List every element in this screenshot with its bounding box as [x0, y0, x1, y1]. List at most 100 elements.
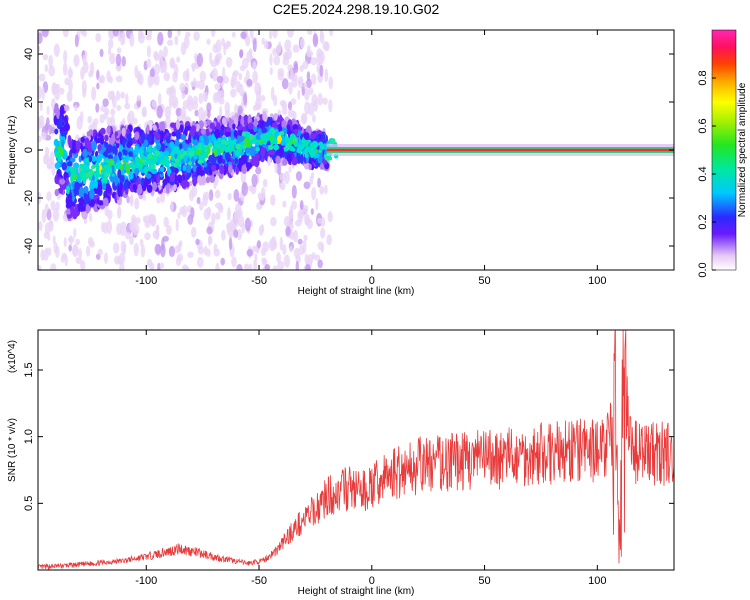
snr-x-tick-label: 50: [478, 575, 490, 587]
heatmap-noise-cell: [112, 242, 120, 254]
heatmap-noise-cell: [305, 78, 312, 89]
heatmap-cell: [259, 122, 264, 130]
heatmap-noise-cell: [130, 194, 134, 207]
heatmap-noise-cell: [287, 101, 293, 111]
heatmap-cell: [64, 119, 69, 128]
heatmap-noise-cell: [46, 105, 50, 116]
heatmap-noise-cell: [289, 231, 296, 240]
heatmap-cell: [253, 118, 258, 125]
heatmap-noise-cell: [317, 177, 321, 188]
heatmap-noise-cell: [247, 185, 255, 192]
heatmap-noise-cell: [310, 208, 314, 215]
heatmap-cell: [89, 180, 96, 190]
heatmap-cell: [95, 161, 99, 168]
heatmap-peak-cell: [288, 145, 294, 152]
heatmap-noise-cell: [208, 189, 214, 202]
heatmap-noise-cell: [93, 118, 99, 126]
heatmap-cell: [159, 121, 166, 131]
heatmap-noise-cell: [82, 30, 87, 37]
heatmap-cell: [198, 120, 204, 130]
heatmap-peak-cell: [250, 139, 255, 144]
heatmap-noise-cell: [64, 77, 70, 86]
heatmap-cell: [220, 124, 225, 131]
heatmap-noise-cell: [88, 213, 93, 222]
heatmap-noise-cell: [324, 184, 328, 195]
heatmap-noise-cell: [59, 87, 65, 95]
heatmap-cell: [205, 176, 210, 184]
main-title: C2E5.2024.298.19.10.G02: [273, 1, 440, 17]
heatmap-noise-cell: [109, 52, 116, 65]
heatmap-noise-cell: [149, 68, 156, 78]
heatmap-noise-cell: [74, 104, 78, 112]
heatmap-cell: [171, 131, 178, 137]
heatmap-noise-cell: [188, 189, 195, 202]
snr-y-ticks: 0.5 1.0 1.5: [23, 362, 674, 511]
heatmap-noise-cell: [50, 263, 57, 270]
heatmap-noise-cell: [191, 64, 196, 73]
heatmap-peak-cell: [311, 151, 315, 155]
heatmap-noise-cell: [307, 253, 314, 264]
heatmap-noise-cell: [41, 208, 47, 223]
heatmap-noise-cell: [196, 196, 201, 205]
heatmap-noise-cell: [304, 263, 311, 270]
heatmap-cell: [61, 139, 65, 148]
heatmap-noise-cell: [281, 101, 288, 109]
heatmap-noise-cell: [284, 39, 292, 52]
heatmap-noise-cell: [55, 245, 60, 259]
snr-x-ticks: -100 -50 0 50 100: [135, 330, 606, 587]
heatmap-noise-cell: [120, 240, 127, 253]
heatmap-peak-cell: [128, 156, 133, 161]
heatmap-noise-cell: [246, 248, 254, 257]
heatmap-peak-cell: [150, 163, 156, 170]
heatmap-noise-cell: [224, 101, 230, 114]
heatmap-cell: [134, 145, 139, 155]
heatmap-noise-cell: [276, 162, 282, 175]
heatmap-noise-cell: [206, 226, 213, 235]
heatmap-peak-cell: [122, 154, 126, 159]
heatmap-noise-cell: [181, 92, 186, 100]
spectrogram-x-ticks: -100 -50 0 50 100: [135, 30, 606, 287]
heatmap-cell: [104, 141, 109, 148]
heatmap-cell: [54, 188, 60, 197]
heatmap-noise-cell: [277, 260, 285, 270]
heatmap-cell: [128, 171, 134, 180]
heatmap-cell: [104, 134, 109, 142]
heatmap-cell: [75, 140, 81, 149]
heatmap-noise-cell: [272, 265, 279, 270]
heatmap-noise-cell: [151, 100, 157, 108]
heatmap-cell: [94, 180, 99, 189]
heatmap-noise-cell: [120, 91, 126, 99]
heatmap-cell: [213, 148, 218, 157]
colorbar-tick-label: 0.8: [697, 70, 709, 85]
heatmap-cell: [132, 175, 137, 183]
heatmap-peak-cell: [304, 153, 309, 158]
heatmap-noise-cell: [129, 221, 135, 232]
heatmap-noise-cell: [43, 154, 49, 165]
heatmap-cell: [59, 178, 66, 185]
heatmap-noise-cell: [115, 90, 121, 102]
heatmap-peak-cell: [232, 141, 237, 145]
spectrogram-x-tick-label: -100: [135, 275, 157, 287]
heatmap-noise-cell: [228, 237, 233, 251]
spectrogram-y-tick-label: 20: [23, 96, 35, 108]
snr-x-axis-label: Height of straight line (km): [298, 586, 415, 597]
heatmap-noise-cell: [110, 90, 115, 102]
snr-series-line: [38, 330, 674, 570]
heatmap-noise-cell: [319, 185, 325, 195]
spectrogram-x-tick-label: 0: [369, 275, 375, 287]
heatmap-cell: [58, 116, 64, 126]
heatmap-noise-cell: [281, 78, 289, 90]
heatmap-cell: [99, 127, 106, 135]
heatmap-peak-cell: [85, 173, 90, 178]
heatmap-peak-cell: [279, 130, 285, 136]
heatmap-cell: [82, 148, 88, 158]
heatmap-noise-cell: [166, 39, 174, 46]
heatmap-cell: [89, 188, 95, 200]
heatmap-noise-cell: [44, 64, 49, 73]
heatmap-noise-cell: [127, 113, 131, 124]
heatmap-cell: [107, 184, 112, 194]
heatmap-noise-cell: [99, 48, 104, 58]
heatmap-cell: [273, 112, 278, 121]
heatmap-peak-cell: [175, 149, 179, 154]
heatmap-noise-cell: [241, 57, 249, 69]
